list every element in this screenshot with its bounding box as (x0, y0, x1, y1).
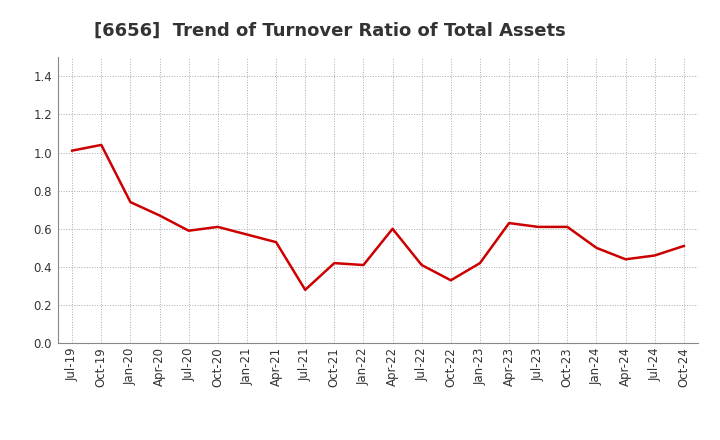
Text: [6656]  Trend of Turnover Ratio of Total Assets: [6656] Trend of Turnover Ratio of Total … (94, 22, 565, 40)
